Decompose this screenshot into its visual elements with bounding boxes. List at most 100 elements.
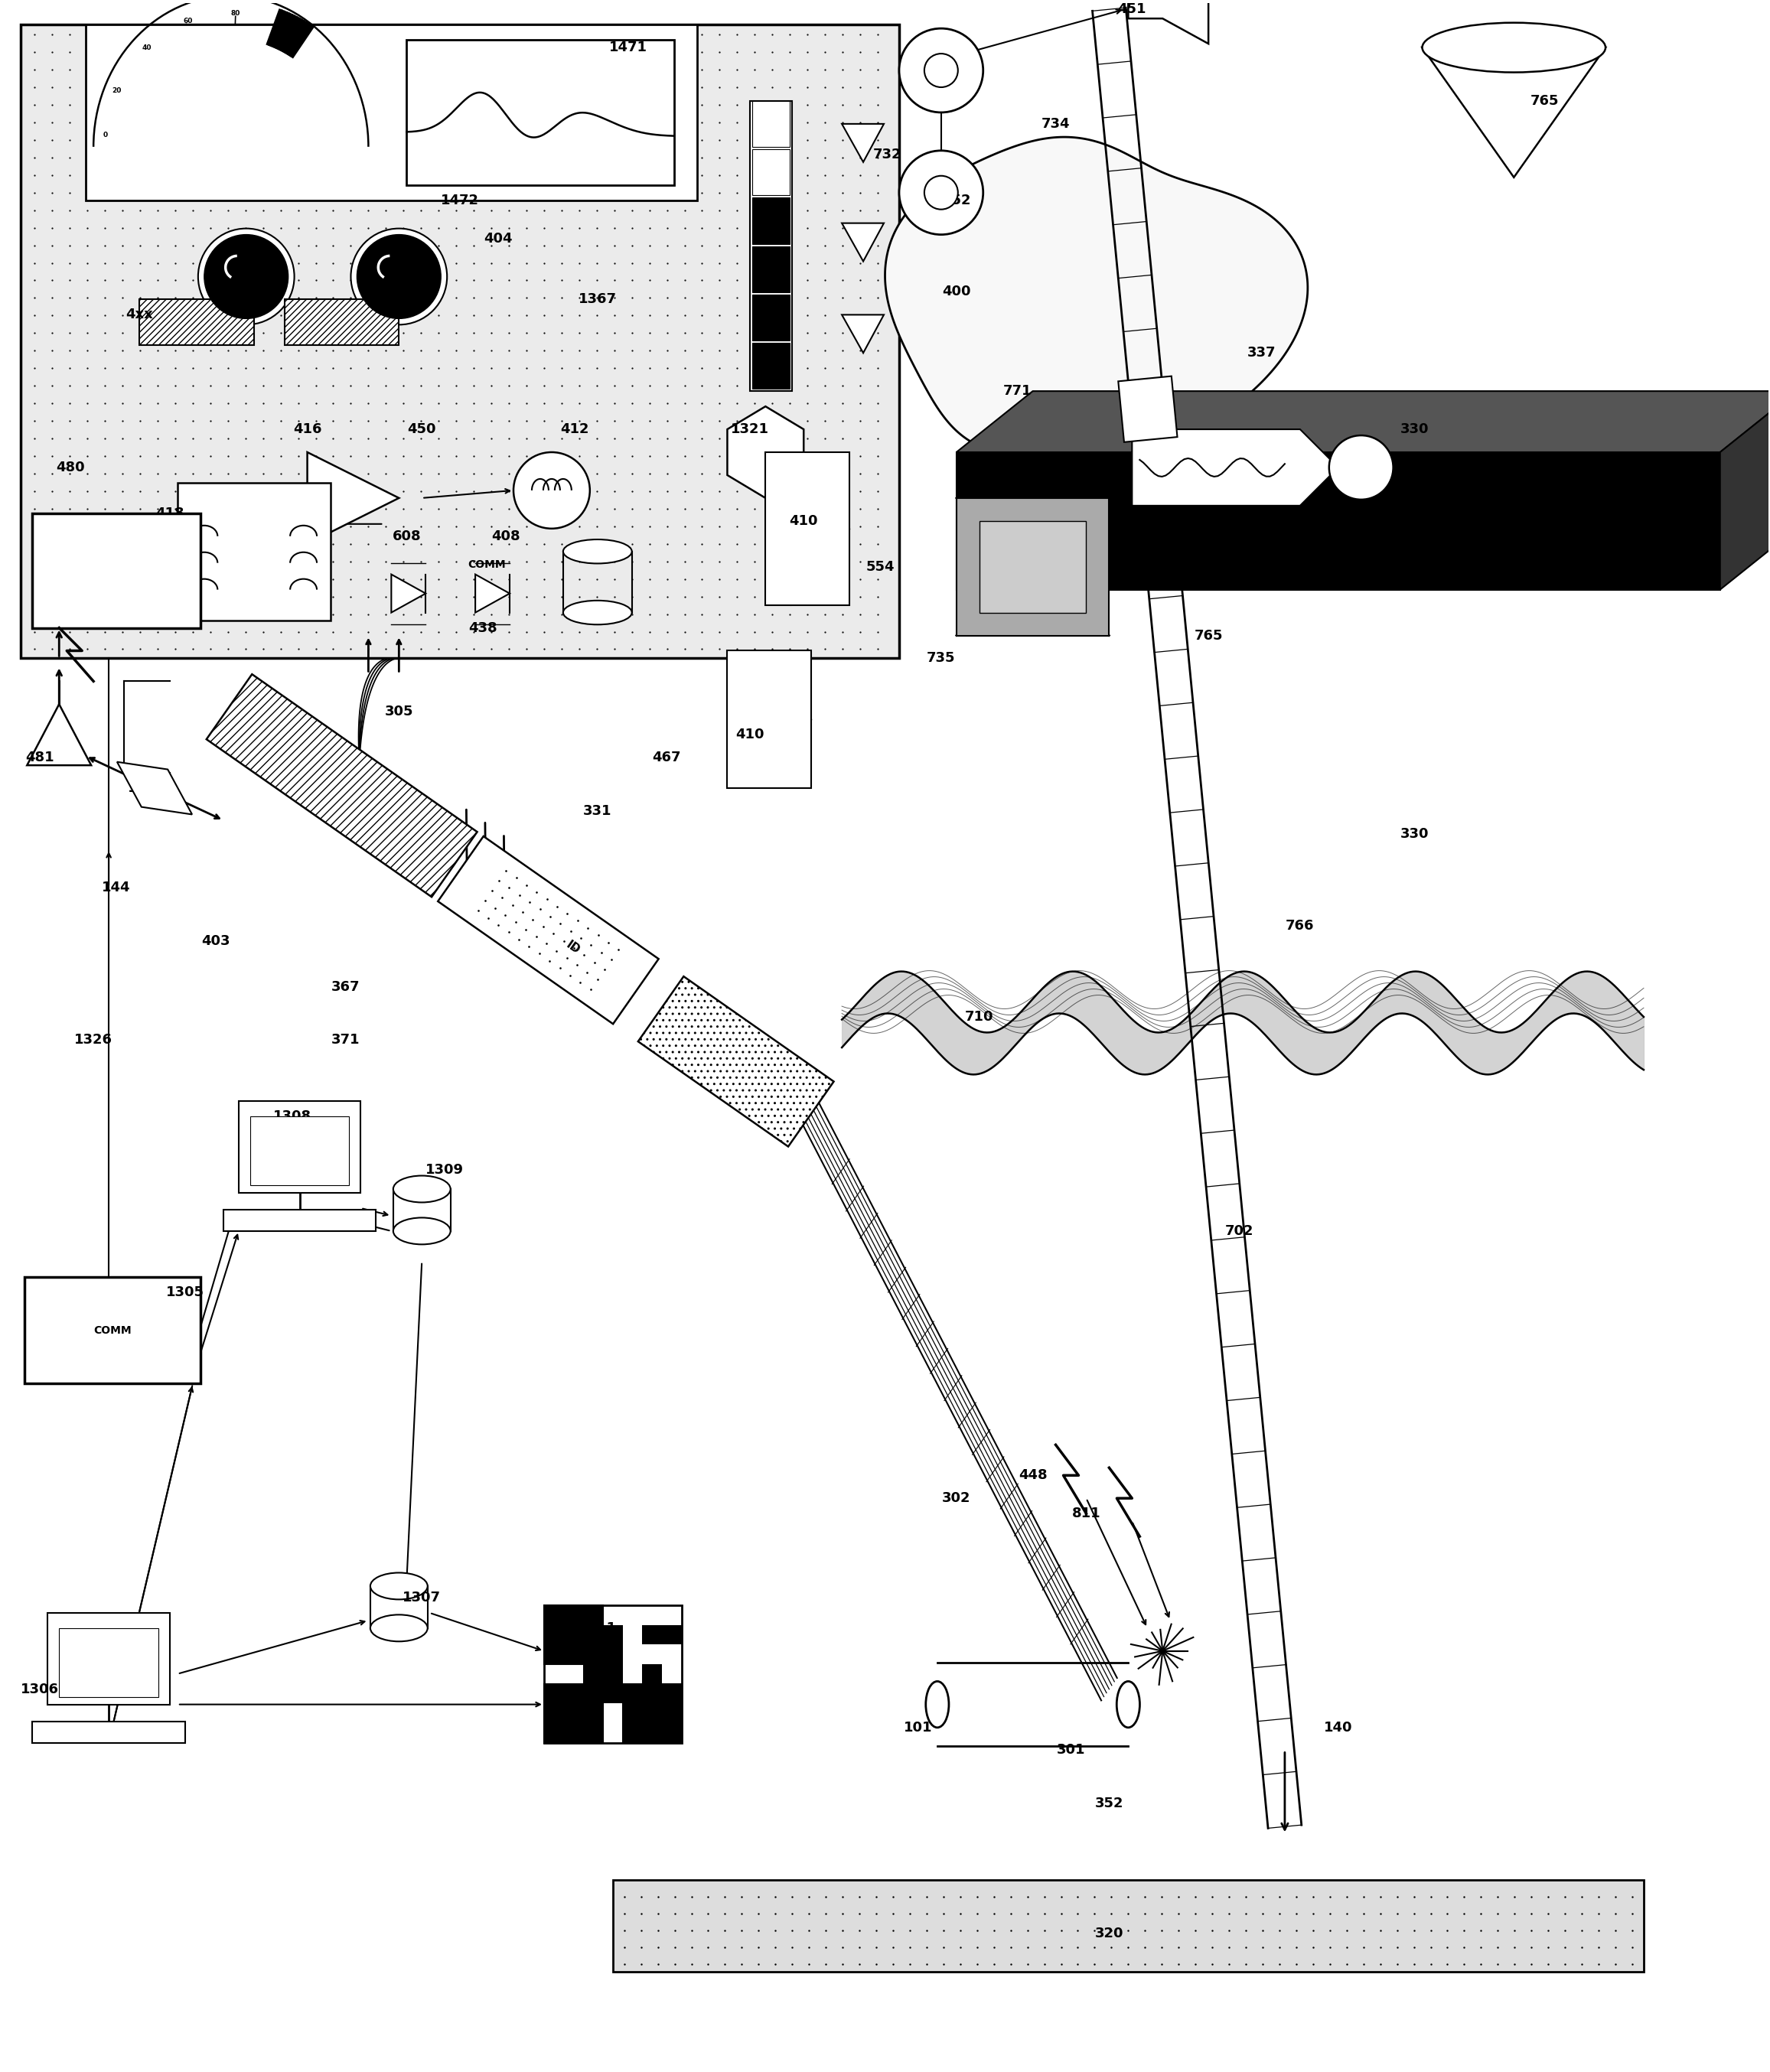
Text: 412: 412 (561, 423, 589, 437)
Text: 301: 301 (1057, 1743, 1085, 1757)
Text: 310: 310 (483, 858, 513, 872)
Polygon shape (637, 976, 834, 1146)
Text: 1308: 1308 (273, 1111, 312, 1123)
Bar (623, 1685, 681, 1743)
Polygon shape (27, 704, 92, 765)
Bar (58, 1629, 158, 1697)
Text: 1472: 1472 (441, 193, 480, 207)
Bar (765, 452, 850, 605)
Polygon shape (117, 762, 193, 814)
Text: 140: 140 (1324, 1720, 1352, 1734)
Text: 410: 410 (789, 514, 818, 528)
Ellipse shape (393, 1175, 451, 1202)
Text: 765: 765 (1195, 628, 1223, 642)
Text: 330: 330 (1400, 827, 1428, 841)
Text: 450: 450 (407, 423, 435, 437)
Text: 448: 448 (1018, 1469, 1048, 1481)
Bar (643, 1664, 662, 1685)
Bar (48, 1612, 170, 1705)
Text: 400: 400 (942, 286, 970, 298)
Circle shape (924, 54, 958, 87)
Text: 451: 451 (1117, 2, 1147, 17)
Bar (543, 1606, 604, 1664)
Text: 1326: 1326 (74, 1034, 113, 1046)
Text: 1306: 1306 (21, 1682, 58, 1697)
Text: 455: 455 (981, 460, 1009, 474)
Bar (543, 1606, 681, 1743)
Bar (979, 520, 1087, 613)
Polygon shape (1720, 392, 1770, 591)
Bar (25, 1276, 200, 1384)
Bar (563, 1703, 584, 1724)
Polygon shape (1133, 429, 1338, 506)
Text: 771: 771 (1004, 383, 1032, 398)
Bar (752, 197, 789, 244)
Circle shape (513, 452, 589, 528)
Bar (32, 514, 200, 628)
Text: 4xx: 4xx (126, 309, 152, 321)
Bar (563, 1624, 584, 1645)
Text: 735: 735 (927, 651, 956, 665)
Text: 554: 554 (866, 559, 894, 574)
Text: 0: 0 (103, 133, 108, 139)
Bar (752, 342, 789, 390)
Text: 755: 755 (1057, 591, 1085, 605)
Circle shape (204, 234, 289, 319)
Text: 371: 371 (331, 1034, 359, 1046)
Text: 20: 20 (112, 87, 122, 93)
Text: 690: 690 (393, 804, 421, 818)
Text: 734: 734 (1041, 116, 1071, 131)
Bar (543, 1606, 604, 1664)
Ellipse shape (370, 1614, 428, 1641)
Polygon shape (1119, 377, 1177, 441)
Text: 732: 732 (873, 147, 903, 162)
Text: 330: 330 (1400, 423, 1428, 437)
Bar (752, 149, 789, 195)
Ellipse shape (563, 539, 632, 564)
Circle shape (899, 151, 982, 234)
Bar (604, 1624, 623, 1664)
Bar (604, 1685, 623, 1703)
Text: 438: 438 (469, 622, 497, 634)
Polygon shape (1423, 48, 1605, 178)
Text: 1334: 1334 (127, 781, 166, 796)
Text: 408: 408 (492, 528, 520, 543)
Text: 337: 337 (1248, 346, 1276, 361)
Circle shape (1329, 435, 1393, 499)
Bar (752, 102, 789, 147)
Bar (752, 247, 789, 292)
Text: 404: 404 (483, 232, 513, 244)
Text: 467: 467 (651, 750, 680, 765)
Polygon shape (956, 392, 1770, 452)
Polygon shape (207, 673, 478, 897)
Text: 302: 302 (942, 1492, 970, 1504)
Text: ID: ID (565, 939, 582, 957)
Polygon shape (843, 124, 883, 162)
Text: 100: 100 (278, 23, 292, 29)
Text: 1309: 1309 (425, 1162, 464, 1177)
Polygon shape (391, 574, 425, 613)
Text: 1305: 1305 (166, 1285, 204, 1299)
Bar (584, 1645, 623, 1685)
Polygon shape (843, 315, 883, 352)
Text: 410: 410 (736, 727, 765, 742)
Bar (239, 1100, 361, 1193)
Bar (21, 25, 899, 659)
Ellipse shape (563, 601, 632, 624)
Polygon shape (308, 452, 398, 543)
Bar (612, 1879, 1644, 1973)
Text: 1471: 1471 (609, 41, 648, 54)
Text: 101: 101 (904, 1720, 933, 1734)
Text: COMM: COMM (467, 559, 506, 570)
Bar (250, 1117, 349, 1185)
Bar (285, 300, 398, 346)
Text: 416: 416 (294, 423, 322, 437)
Text: 811: 811 (1073, 1506, 1101, 1521)
Bar (407, 39, 674, 184)
Bar (727, 651, 811, 787)
Text: 305: 305 (384, 704, 412, 719)
Bar (543, 1685, 604, 1743)
Text: 608: 608 (393, 528, 421, 543)
Text: 1367: 1367 (579, 292, 616, 307)
Text: 320: 320 (1096, 1927, 1124, 1939)
